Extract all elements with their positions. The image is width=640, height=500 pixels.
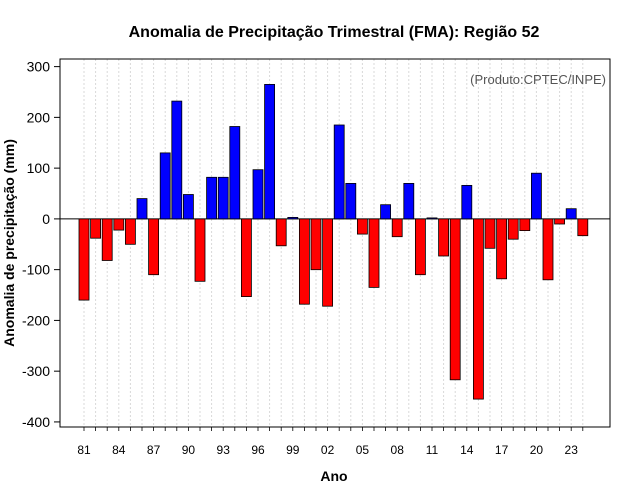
- bar-2008: [391, 218, 403, 238]
- bar-2006: [368, 218, 380, 288]
- bar-1981: [78, 218, 90, 301]
- x-axis: 81 84 87 90 93 96 99 02 05 08 11 14 17 20 23: [77, 427, 584, 457]
- x-tick-label: 90: [182, 443, 196, 457]
- bar-1983: [101, 218, 113, 261]
- bar-2010: [414, 218, 426, 276]
- bar-1994: [229, 126, 241, 220]
- y-axis-label: Anomalia de precipitação (mm): [1, 139, 17, 347]
- source-annotation: (Produto:CPTEC/INPE): [470, 72, 606, 87]
- bar-2016: [484, 218, 496, 249]
- bar-2003: [333, 124, 345, 220]
- bar-1985: [125, 218, 136, 245]
- y-tick-label: -400: [22, 414, 50, 430]
- x-tick-label: 23: [565, 443, 579, 457]
- x-tick-label: 93: [217, 443, 231, 457]
- bar-1996: [252, 169, 264, 220]
- plot-frame: [59, 58, 611, 428]
- bar-2024: [577, 218, 589, 237]
- bar-1998: [275, 218, 287, 247]
- y-tick-label: -200: [22, 312, 50, 328]
- bar-2007: [380, 204, 392, 220]
- bar-2009: [403, 182, 415, 220]
- y-tick-label: 0: [42, 211, 50, 227]
- x-tick-label: 81: [77, 443, 91, 457]
- bar-2011: [426, 217, 438, 220]
- y-axis: -400 -300 -200 -100 0 100 200 300: [22, 59, 60, 430]
- bars: [78, 84, 589, 400]
- x-tick-label: 17: [495, 443, 509, 457]
- bar-2018: [507, 218, 519, 240]
- x-tick-label: 20: [530, 443, 544, 457]
- bar-2002: [322, 218, 334, 307]
- bar-1982: [90, 218, 101, 239]
- bar-2019: [519, 218, 531, 231]
- y-tick-label: 200: [27, 109, 51, 125]
- bar-1991: [194, 218, 206, 282]
- y-tick-label: 300: [27, 59, 51, 75]
- bar-2012: [438, 218, 450, 257]
- y-tick-label: -300: [22, 363, 50, 379]
- bar-1988: [159, 152, 171, 220]
- x-tick-label: 14: [460, 443, 474, 457]
- bar-1995: [240, 218, 252, 297]
- x-axis-label: Ano: [320, 468, 347, 484]
- bar-1989: [171, 100, 183, 220]
- bar-1993: [217, 176, 229, 220]
- y-tick-label: -100: [22, 262, 50, 278]
- x-tick-label: 11: [426, 443, 439, 457]
- x-tick-label: 99: [286, 443, 300, 457]
- bar-1990: [182, 194, 194, 220]
- x-tick-label: 96: [251, 443, 265, 457]
- x-tick-label: 05: [356, 443, 370, 457]
- bar-1987: [148, 218, 160, 276]
- x-tick-label: 08: [391, 443, 405, 457]
- bar-2004: [345, 182, 357, 220]
- bar-1992: [206, 176, 218, 220]
- bar-2022: [554, 218, 565, 225]
- x-tick-label: 84: [112, 443, 126, 457]
- chart-title: Anomalia de Precipitação Trimestral (FMA…: [129, 24, 540, 41]
- bar-2021: [542, 218, 554, 281]
- bar-2005: [356, 218, 368, 235]
- bar-2014: [461, 184, 473, 220]
- bar-2000: [298, 218, 310, 305]
- bar-1997: [264, 84, 276, 220]
- x-tick-label: 87: [147, 443, 161, 457]
- bar-1999: [287, 216, 299, 220]
- x-tick-label: 02: [321, 443, 335, 457]
- bar-2017: [496, 218, 508, 280]
- bar-2001: [310, 218, 322, 271]
- bar-2023: [565, 208, 577, 220]
- bar-1986: [136, 198, 148, 220]
- y-tick-label: 100: [27, 160, 51, 176]
- bar-2015: [472, 218, 484, 400]
- bar-1984: [113, 218, 125, 231]
- bar-2020: [531, 172, 542, 220]
- bar-2013: [449, 218, 461, 381]
